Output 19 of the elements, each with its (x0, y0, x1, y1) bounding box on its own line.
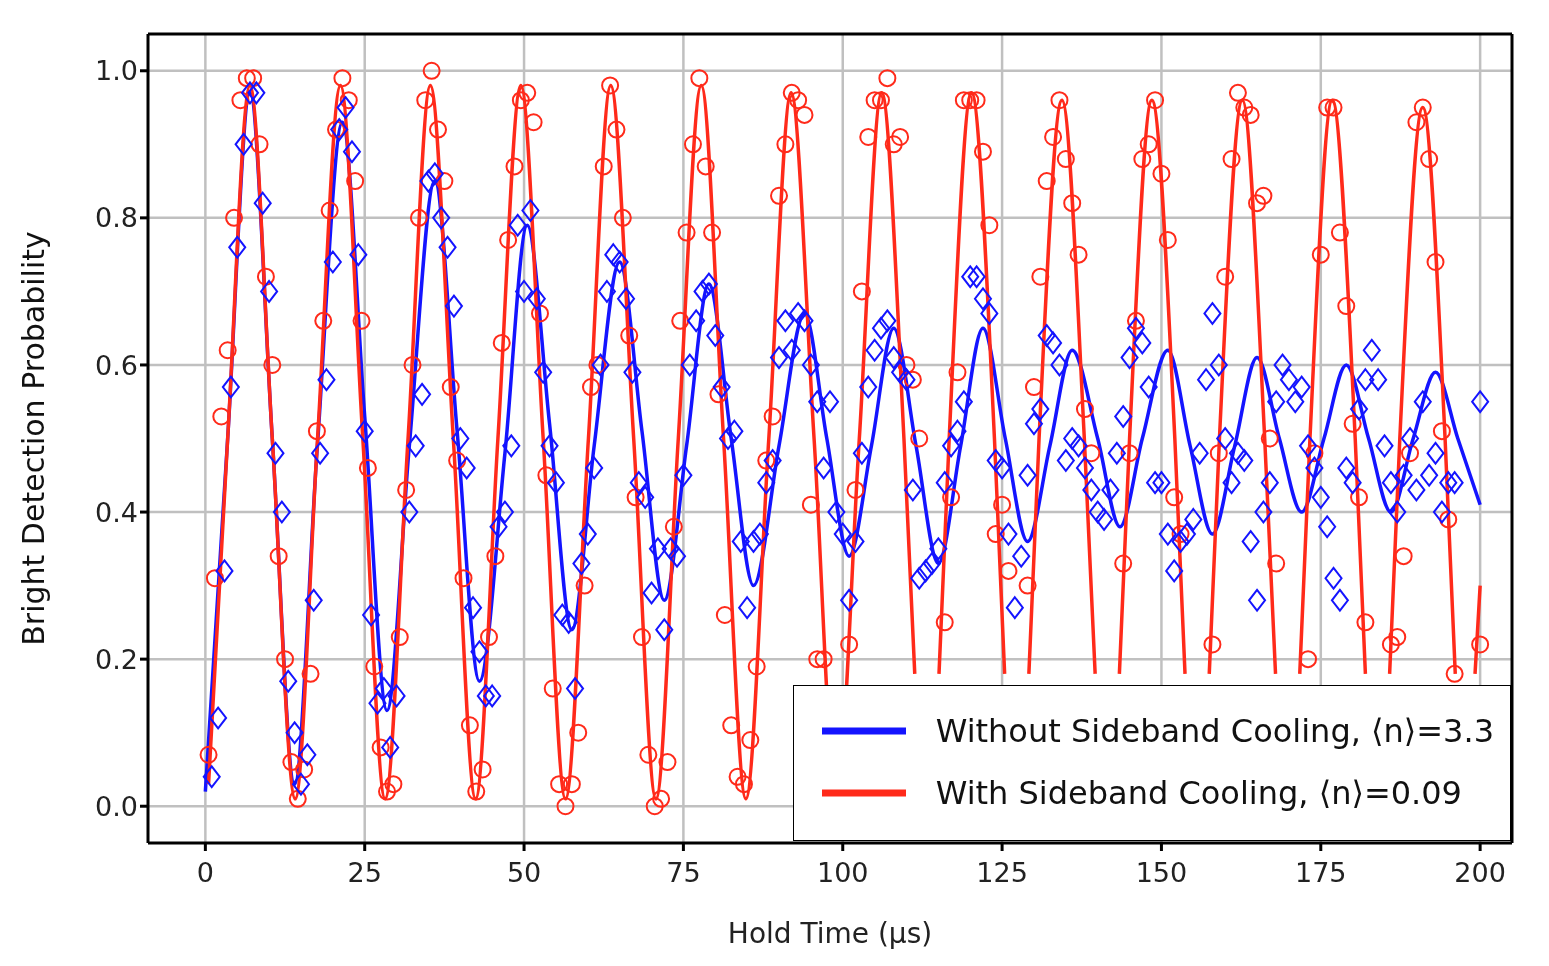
x-tick-label: 200 (1454, 857, 1506, 889)
y-tick-label: 0.2 (95, 643, 138, 675)
x-tick-label: 25 (347, 857, 382, 889)
legend-label: With Sideband Cooling, ⟨n⟩=0.09 (935, 774, 1462, 812)
x-tick-label: 125 (976, 857, 1028, 889)
x-tick-label: 100 (816, 857, 869, 889)
x-tick-label: 50 (506, 857, 542, 889)
x-tick-label: 175 (1295, 857, 1347, 889)
y-axis-title: Bright Detection Probability (15, 231, 51, 646)
y-tick-label: 0.6 (95, 349, 138, 381)
x-tick-label: 75 (666, 857, 701, 889)
x-tick-label: 0 (196, 857, 214, 889)
y-tick-label: 0.0 (95, 790, 138, 822)
y-tick-label: 0.4 (95, 496, 138, 528)
x-axis-title: Hold Time (µs) (727, 917, 933, 950)
y-tick-label: 1.0 (95, 55, 138, 87)
x-tick-label: 150 (1135, 857, 1188, 889)
legend-label: Without Sideband Cooling, ⟨n⟩=3.3 (935, 712, 1494, 750)
y-tick-label: 0.8 (95, 202, 138, 234)
